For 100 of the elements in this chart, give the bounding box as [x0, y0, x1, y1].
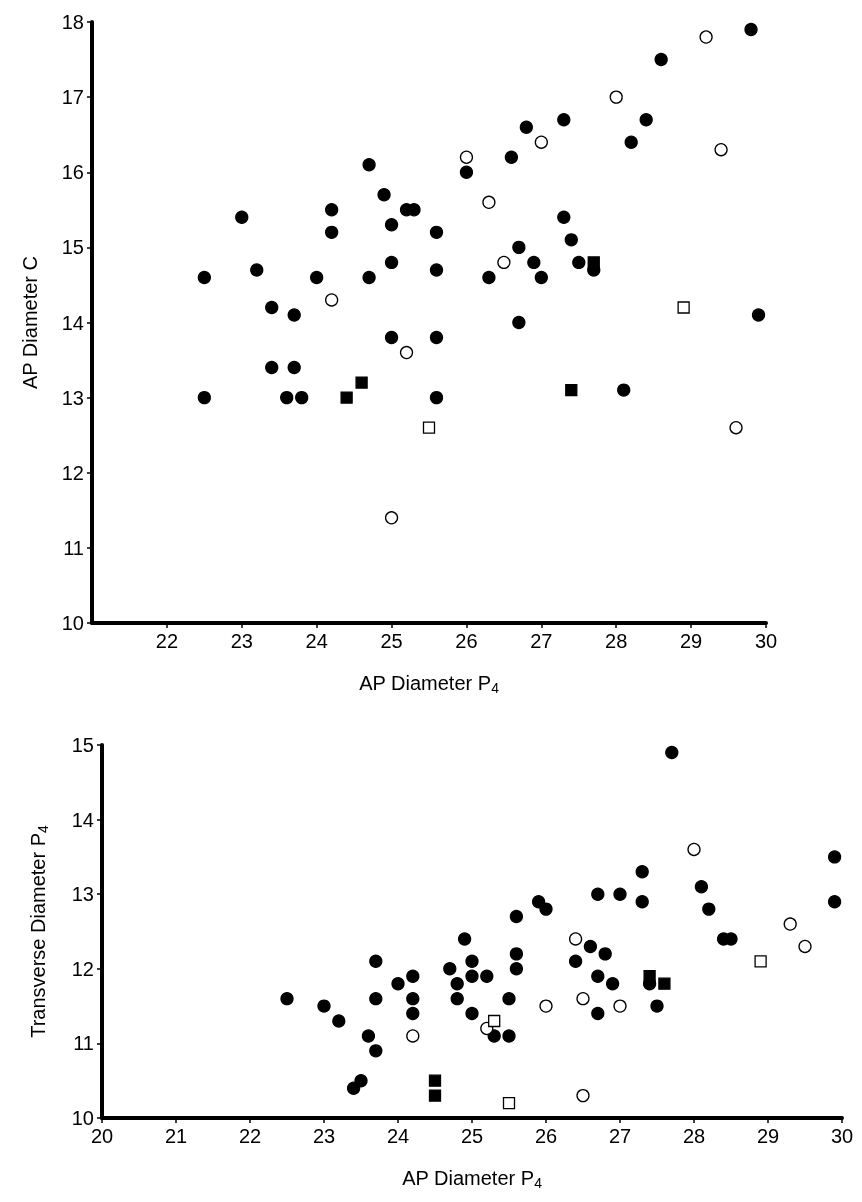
- point: [591, 969, 605, 983]
- point: [317, 999, 331, 1013]
- point: [534, 135, 548, 149]
- point: [465, 1006, 479, 1021]
- x-tick-label: 22: [155, 630, 179, 652]
- y-tick-label: 12: [71, 957, 94, 980]
- point: [369, 991, 383, 1006]
- point: [591, 887, 605, 901]
- point: [502, 991, 516, 1006]
- point: [583, 939, 598, 954]
- point: [576, 1088, 590, 1103]
- point: [429, 390, 444, 405]
- point: [384, 330, 399, 345]
- x-tick-label: 23: [230, 630, 253, 652]
- point: [617, 383, 631, 397]
- point: [512, 240, 526, 255]
- y-axis-title: AP Diameter C: [19, 255, 41, 390]
- x-tick-label: 30: [754, 630, 778, 652]
- y-tick-label: 10: [61, 612, 84, 634]
- point: [587, 256, 600, 269]
- point: [384, 511, 399, 525]
- point: [325, 225, 339, 239]
- point: [325, 293, 339, 307]
- point: [422, 421, 436, 434]
- point: [677, 301, 690, 314]
- point: [459, 150, 474, 164]
- x-tick-label: 21: [164, 1125, 188, 1147]
- point: [488, 1014, 501, 1028]
- x-tick-label: 26: [534, 1125, 558, 1147]
- y-tick-label: 11: [63, 536, 84, 559]
- point: [751, 308, 766, 322]
- y-tick-label: 14: [61, 311, 84, 334]
- y-tick-label: 17: [61, 86, 84, 109]
- point: [568, 954, 583, 968]
- point: [527, 255, 541, 270]
- x-tick-label: 28: [605, 630, 628, 652]
- point: [406, 991, 420, 1006]
- x-tick-label: 24: [386, 1125, 410, 1147]
- y-tick-label: 15: [71, 734, 94, 756]
- point: [798, 939, 812, 954]
- point: [361, 1029, 376, 1043]
- x-tick-label: 27: [530, 630, 553, 652]
- point: [406, 1029, 420, 1043]
- x-tick-label: 24: [305, 630, 328, 652]
- y-tick-label: 13: [71, 883, 94, 906]
- point: [265, 360, 279, 375]
- point: [613, 887, 627, 901]
- point: [502, 1029, 516, 1043]
- point: [572, 255, 586, 270]
- point: [565, 383, 578, 397]
- point: [354, 1074, 368, 1088]
- point: [287, 308, 301, 322]
- point: [429, 330, 444, 345]
- point: [265, 300, 279, 315]
- point: [557, 210, 571, 224]
- point: [568, 932, 583, 946]
- point: [235, 210, 249, 224]
- point: [694, 880, 709, 894]
- point: [377, 188, 391, 202]
- point: [384, 218, 399, 232]
- point: [504, 150, 519, 164]
- point: [714, 143, 728, 157]
- point: [340, 391, 353, 404]
- point: [639, 113, 653, 127]
- point: [482, 195, 496, 209]
- point: [428, 1089, 442, 1102]
- x-tick-label: 27: [608, 1125, 632, 1147]
- point: [643, 970, 656, 983]
- point: [428, 1074, 442, 1087]
- point: [702, 902, 716, 916]
- point: [658, 977, 671, 990]
- point: [450, 991, 464, 1006]
- x-tick-label: 25: [380, 630, 403, 652]
- point: [502, 1096, 516, 1110]
- point: [827, 850, 842, 864]
- point: [613, 999, 627, 1013]
- y-axis-title: Transverse Diameter P4: [27, 824, 51, 1038]
- point: [497, 255, 511, 270]
- point: [406, 969, 420, 983]
- y-tick-label: 16: [61, 161, 84, 184]
- y-tick-label: 13: [61, 386, 84, 409]
- point: [457, 932, 472, 946]
- y-tick-label: 14: [71, 808, 94, 831]
- point: [369, 954, 383, 968]
- point: [362, 158, 376, 172]
- point: [509, 947, 524, 961]
- point: [429, 263, 444, 277]
- point: [635, 865, 649, 879]
- point: [362, 270, 376, 285]
- point: [635, 895, 649, 909]
- point: [654, 52, 668, 67]
- x-tick-label: 29: [756, 1125, 780, 1147]
- point: [450, 977, 464, 991]
- point: [325, 203, 339, 217]
- point: [519, 120, 534, 134]
- point: [482, 270, 496, 285]
- point: [280, 991, 294, 1006]
- point: [384, 255, 399, 270]
- point: [459, 165, 474, 179]
- point: [280, 390, 294, 405]
